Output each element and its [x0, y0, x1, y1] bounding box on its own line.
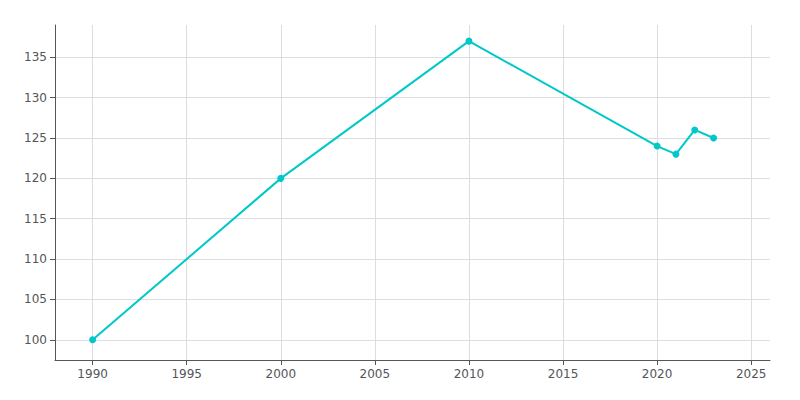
svg-text:105: 105 — [24, 292, 47, 306]
svg-text:125: 125 — [24, 131, 47, 145]
svg-text:115: 115 — [24, 212, 47, 226]
svg-text:2010: 2010 — [454, 367, 485, 381]
svg-text:1990: 1990 — [77, 367, 108, 381]
svg-text:120: 120 — [24, 171, 47, 185]
svg-text:130: 130 — [24, 91, 47, 105]
svg-text:100: 100 — [24, 333, 47, 347]
svg-text:135: 135 — [24, 50, 47, 64]
svg-text:110: 110 — [24, 252, 47, 266]
svg-text:2020: 2020 — [642, 367, 673, 381]
svg-text:2015: 2015 — [548, 367, 579, 381]
svg-text:2000: 2000 — [266, 367, 297, 381]
svg-text:1995: 1995 — [171, 367, 202, 381]
svg-text:2025: 2025 — [736, 367, 767, 381]
svg-text:2005: 2005 — [360, 367, 391, 381]
